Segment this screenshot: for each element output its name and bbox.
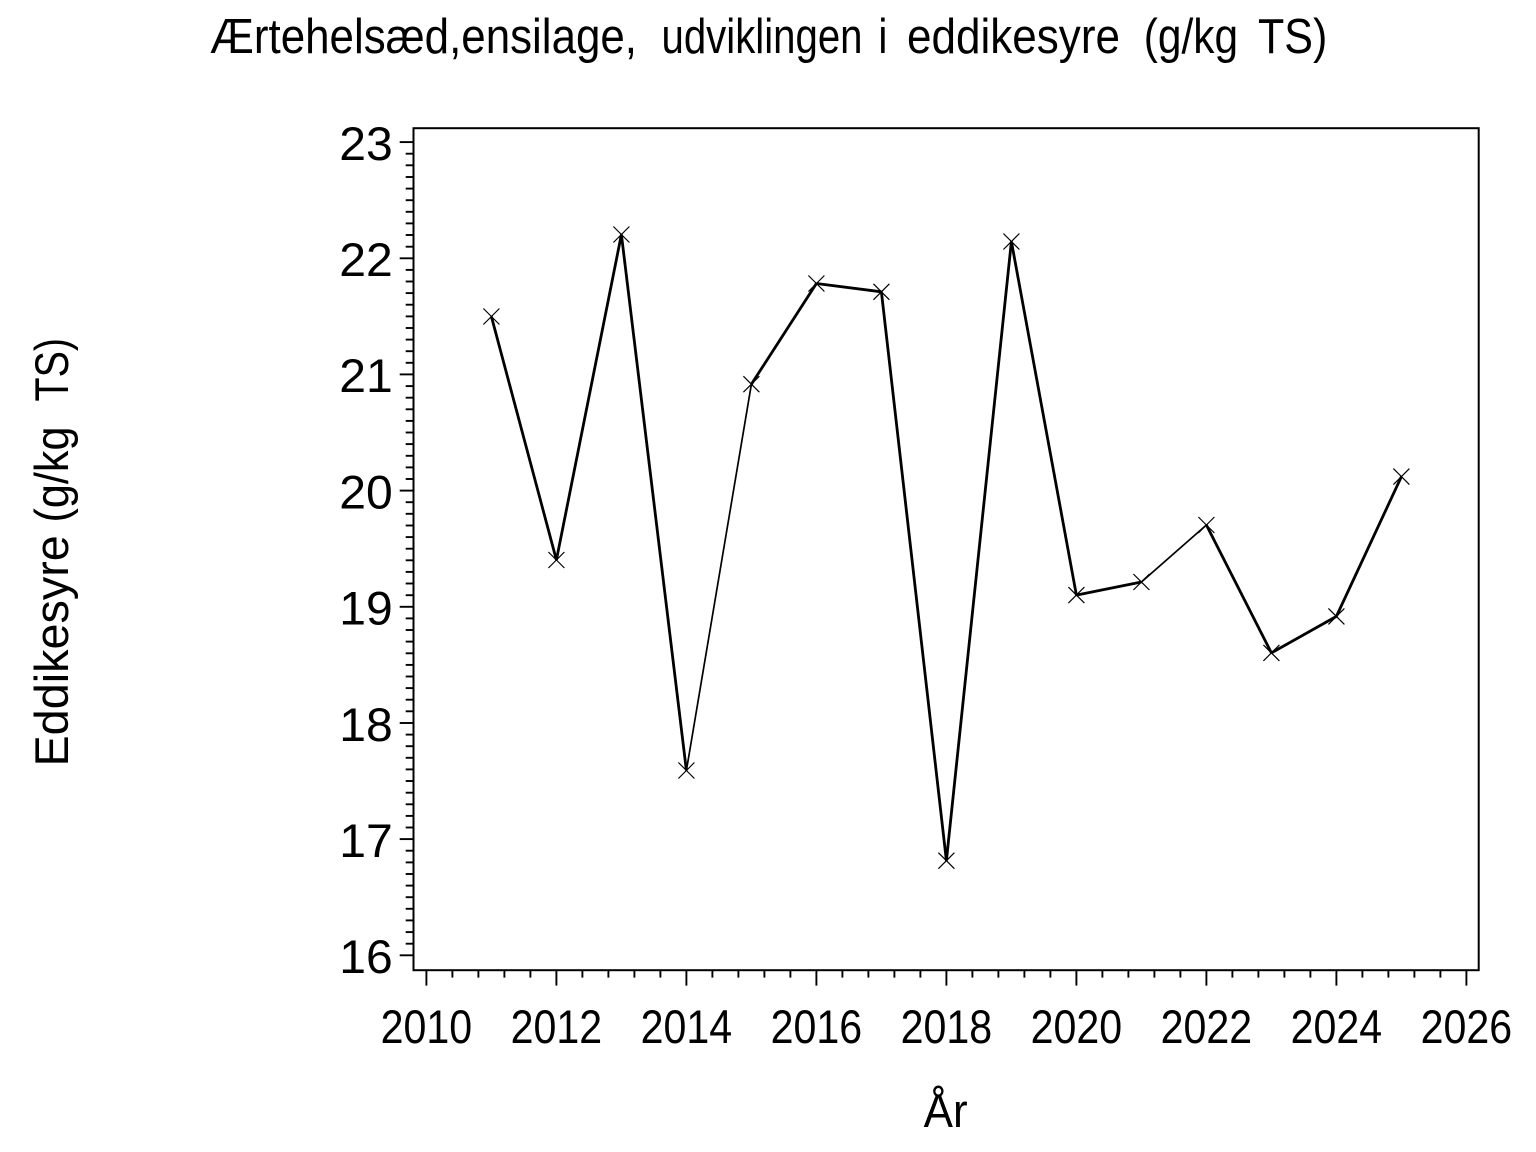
svg-text:20: 20	[339, 466, 393, 519]
svg-text:Ærtehelsæd,ensilage,: Ærtehelsæd,ensilage,	[210, 9, 637, 64]
svg-text:(g/kg: (g/kg	[1144, 9, 1238, 64]
svg-text:19: 19	[339, 583, 393, 636]
svg-text:i: i	[878, 9, 887, 64]
svg-text:TS): TS)	[1258, 9, 1327, 64]
svg-text:2016: 2016	[771, 1001, 863, 1054]
svg-text:23: 23	[339, 118, 393, 171]
svg-text:(g/kg: (g/kg	[26, 427, 79, 523]
svg-text:eddikesyre: eddikesyre	[907, 9, 1120, 64]
svg-text:Eddikesyre: Eddikesyre	[26, 535, 79, 766]
svg-text:TS): TS)	[26, 338, 79, 402]
svg-text:18: 18	[339, 699, 393, 752]
svg-text:År: År	[924, 1085, 968, 1138]
svg-text:2018: 2018	[901, 1001, 993, 1054]
svg-text:17: 17	[339, 815, 393, 868]
svg-text:2022: 2022	[1161, 1001, 1253, 1054]
svg-text:2024: 2024	[1291, 1001, 1383, 1054]
svg-text:2010: 2010	[381, 1001, 473, 1054]
svg-text:22: 22	[339, 234, 393, 287]
svg-text:2012: 2012	[511, 1001, 603, 1054]
svg-text:21: 21	[339, 350, 393, 403]
svg-text:2014: 2014	[641, 1001, 733, 1054]
svg-text:udviklingen: udviklingen	[662, 9, 863, 64]
svg-text:16: 16	[339, 931, 393, 984]
svg-text:2020: 2020	[1031, 1001, 1123, 1054]
svg-text:2026: 2026	[1421, 1001, 1513, 1054]
